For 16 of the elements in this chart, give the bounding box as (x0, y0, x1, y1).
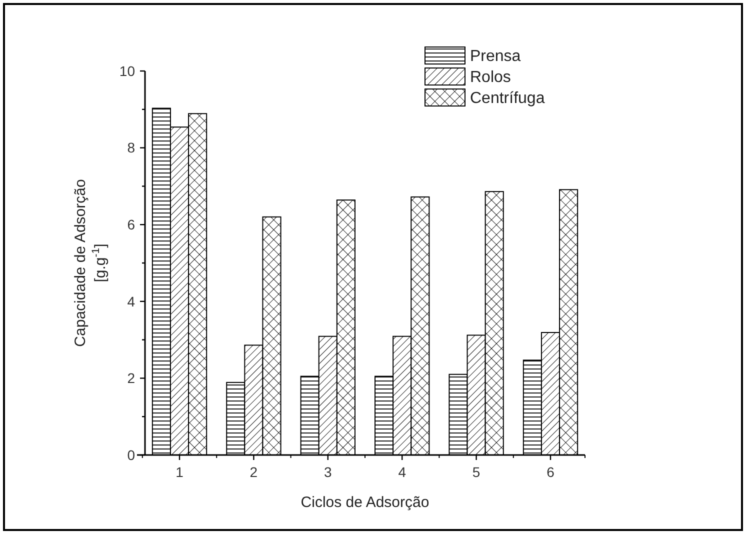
y-tick-label: 0 (127, 446, 136, 463)
x-axis-title: Ciclos de Adsorção (300, 494, 430, 511)
x-tick-label: 4 (398, 464, 406, 480)
x-tick-label: 3 (324, 464, 332, 480)
y-tick-label: 6 (127, 216, 136, 232)
y-tick-label: 4 (127, 293, 136, 310)
legend-label: Prensa (470, 48, 521, 65)
legend-label: Rolos (470, 69, 511, 86)
x-tick-label: 1 (176, 464, 184, 480)
x-tick-label: 5 (472, 464, 480, 480)
y-tick-label: 8 (127, 140, 136, 156)
x-tick-label: 6 (546, 464, 555, 480)
y-tick-label: 2 (127, 370, 136, 386)
legend-label: Centrífuga (470, 90, 545, 107)
y-tick-label: 10 (119, 62, 136, 79)
x-tick-label: 2 (250, 464, 258, 480)
